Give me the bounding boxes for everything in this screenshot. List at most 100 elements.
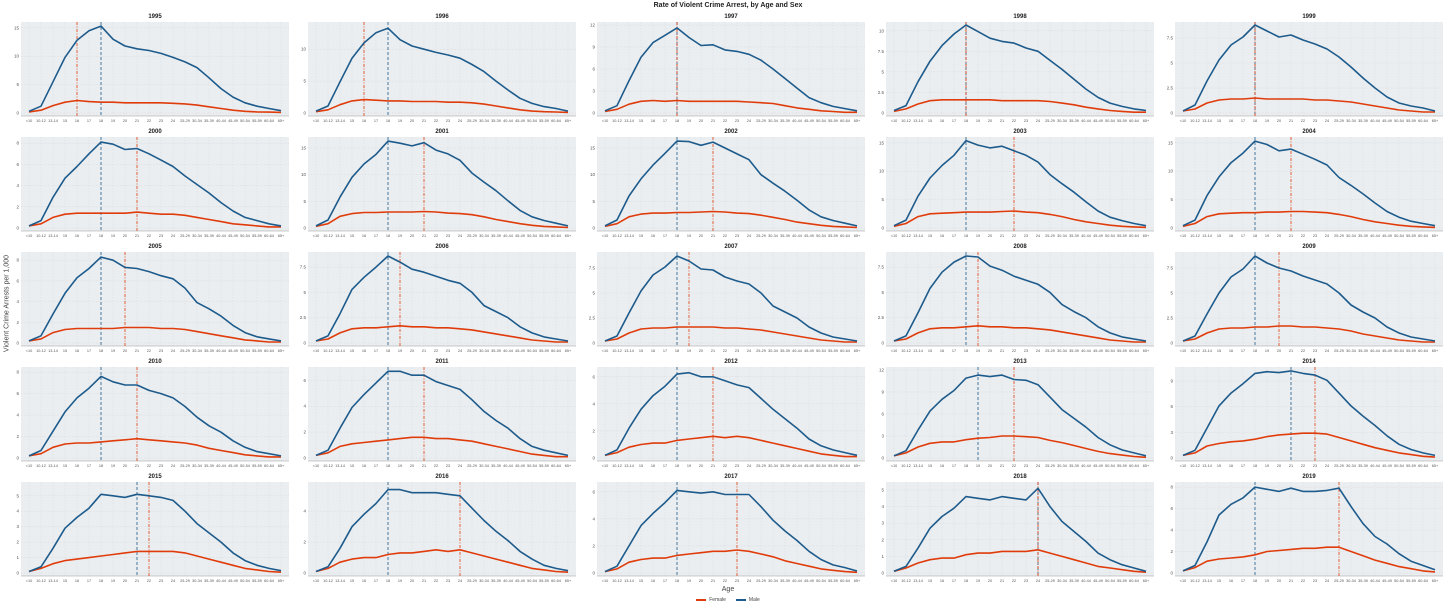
- panel-title: 2015: [148, 474, 162, 480]
- x-tick-label: 15: [63, 579, 67, 583]
- x-tick-label: 50-54: [1105, 234, 1115, 238]
- x-tick-label: 20: [123, 349, 127, 353]
- panel-title: 2008: [1013, 244, 1027, 250]
- x-tick-label: 24: [1325, 579, 1329, 583]
- x-tick-label: 30-34: [1057, 119, 1067, 123]
- y-tick-label: 8: [16, 370, 19, 375]
- x-tick-label: 40-44: [216, 579, 226, 583]
- x-tick-label: 17: [663, 119, 667, 123]
- x-tick-label: 17: [952, 119, 956, 123]
- panel-1997: 1997 0 3 6 9 12 <10 10-12 13-14 15 16 17 18 19 20 21 22 2…: [590, 14, 865, 123]
- panel-title: 2013: [1013, 359, 1027, 365]
- x-tick-label: 10-12: [901, 464, 911, 468]
- panel-background: [1175, 137, 1443, 231]
- x-tick-label: 16: [940, 579, 944, 583]
- x-tick-label: 10-12: [36, 349, 46, 353]
- panel-2014: 2014 0 3 6 9 <10 10-12 13-14 15 16 17 18 19 20 21 22 23 2…: [1170, 359, 1443, 468]
- x-tick-label: 30-34: [192, 464, 202, 468]
- x-tick-label: 55-59: [252, 349, 262, 353]
- y-tick-label: 3: [881, 434, 884, 439]
- y-tick-label: 4: [16, 413, 19, 418]
- x-tick-label: 40-44: [216, 464, 226, 468]
- x-tick-label: 30-34: [1057, 234, 1067, 238]
- x-tick-label: 35-39: [1358, 579, 1368, 583]
- x-tick-label: 30-34: [768, 464, 778, 468]
- x-tick-label: 25-29: [180, 579, 190, 583]
- x-tick-label: 30-34: [192, 349, 202, 353]
- x-tick-label: 40-44: [216, 234, 226, 238]
- x-tick-label: 65+: [1432, 579, 1439, 583]
- x-tick-label: 22: [723, 234, 727, 238]
- x-tick-label: 15: [928, 119, 932, 123]
- panel-background: [21, 22, 289, 116]
- x-tick-label: 55-59: [1117, 349, 1127, 353]
- x-tick-label: 21: [711, 234, 715, 238]
- y-tick-label: 3: [592, 89, 595, 94]
- x-tick-label: 65+: [565, 234, 572, 238]
- x-tick-label: 65+: [1432, 234, 1439, 238]
- x-tick-label: 16: [75, 349, 79, 353]
- x-tick-label: 25-29: [180, 234, 190, 238]
- x-tick-label: 40-44: [792, 464, 802, 468]
- x-tick-label: 20: [123, 119, 127, 123]
- x-tick-label: 13-14: [913, 464, 923, 468]
- x-tick-label: 18: [1253, 349, 1257, 353]
- x-tick-label: 35-39: [491, 119, 501, 123]
- x-tick-label: 17: [374, 579, 378, 583]
- x-tick-label: 65+: [854, 234, 861, 238]
- panel-title: 1999: [1302, 14, 1316, 20]
- x-tick-label: 65+: [278, 579, 285, 583]
- y-tick-label: 2.5: [589, 316, 596, 321]
- x-tick-label: 30-34: [479, 234, 489, 238]
- x-tick-label: 24: [458, 349, 462, 353]
- x-tick-label: 25-29: [756, 349, 766, 353]
- x-tick-label: 19: [976, 579, 980, 583]
- x-tick-label: 13-14: [48, 349, 58, 353]
- x-tick-label: 50-54: [1105, 349, 1115, 353]
- x-tick-label: 20: [1277, 464, 1281, 468]
- series-line-male: [604, 371, 858, 457]
- y-tick-label: 9: [881, 390, 884, 395]
- y-tick-label: 4: [16, 509, 19, 514]
- panel-title: 2010: [148, 359, 162, 365]
- x-tick-label: 40-44: [792, 234, 802, 238]
- x-tick-label: 40-44: [216, 119, 226, 123]
- panel-1998: 1998 0 2.5 5 7.5 10 <10 10-12 13-14 15 16 17 18 19 20 2…: [878, 14, 1154, 123]
- x-tick-label: 18: [1253, 234, 1257, 238]
- series-line-female: [893, 435, 1147, 459]
- x-tick-label: 22: [723, 349, 727, 353]
- series-line-male: [893, 255, 1147, 342]
- x-tick-label: 16: [651, 349, 655, 353]
- y-tick-label: 5: [303, 199, 306, 204]
- x-tick-label: 35-39: [1358, 464, 1368, 468]
- x-tick-label: 13-14: [913, 579, 923, 583]
- series-line-male: [315, 27, 569, 112]
- x-tick-label: 60-64: [840, 579, 850, 583]
- y-tick-label: 7.5: [878, 49, 885, 54]
- y-tick-label: 0: [16, 571, 19, 576]
- x-tick-label: 17: [952, 579, 956, 583]
- y-tick-label: 0: [16, 341, 19, 346]
- y-tick-label: 0: [1170, 571, 1173, 576]
- panel-2001: 2001 0 5 10 15 <10 10-12 13-14 15 16 17 18 19 20 21 22 2…: [301, 129, 576, 238]
- x-tick-label: 24: [1325, 349, 1329, 353]
- x-tick-label: 30-34: [479, 579, 489, 583]
- x-tick-label: 24: [1325, 234, 1329, 238]
- x-tick-label: 13-14: [624, 579, 634, 583]
- x-tick-label: 60-64: [551, 234, 561, 238]
- x-tick-label: <10: [891, 234, 897, 238]
- y-tick-label: 9: [1170, 379, 1173, 384]
- panel-2008: 2008 0 2.5 5 7.5 <10 10-12 13-14 15 16 17 18 19 20 21 2…: [878, 244, 1154, 353]
- y-tick-label: 3: [1170, 430, 1173, 435]
- x-tick-label: <10: [313, 349, 319, 353]
- y-tick-label: 5: [303, 79, 306, 84]
- x-tick-label: 45-49: [804, 234, 814, 238]
- x-tick-label: 18: [675, 349, 679, 353]
- x-tick-label: 55-59: [539, 579, 549, 583]
- x-tick-label: 22: [1012, 234, 1016, 238]
- x-tick-label: 16: [362, 119, 366, 123]
- x-tick-label: 10-12: [612, 349, 622, 353]
